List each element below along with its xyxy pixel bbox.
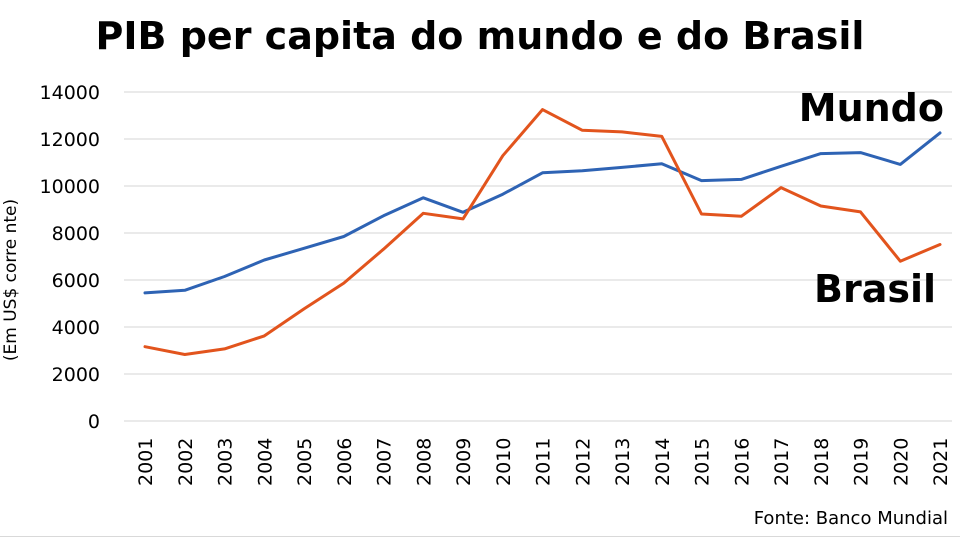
data-point-mundo [740,178,742,180]
series-line-mundo [143,131,942,295]
x-tick-label: 2013 [612,438,634,486]
data-point-mundo [939,132,941,134]
x-tick-label: 2003 [215,438,237,486]
data-point-brasil [422,212,424,214]
data-point-brasil [382,248,384,250]
y-tick-label: 6000 [52,270,100,292]
data-point-brasil [541,108,543,110]
x-tick-label: 2008 [413,438,435,486]
data-point-brasil [581,129,583,131]
bottom-divider [0,536,960,537]
x-tick-label: 2002 [175,438,197,486]
data-point-brasil [502,154,504,156]
data-point-mundo [263,259,265,261]
x-tick-label: 2015 [692,438,714,486]
y-axis-label: (Em US$ corre nte) [1,199,21,361]
x-tick-label: 2006 [334,438,356,486]
series-lines [143,108,942,356]
data-point-brasil [661,135,663,137]
data-point-mundo [343,235,345,237]
data-point-mundo [303,247,305,249]
y-tick-label: 12000 [40,129,100,151]
data-point-brasil [223,348,225,350]
data-point-mundo [382,215,384,217]
x-tick-label: 2009 [453,438,475,486]
x-tick-label: 2001 [135,438,157,486]
data-point-brasil [740,215,742,217]
x-tick-label: 2019 [851,438,873,486]
series-label-brasil: Brasil [814,267,936,311]
data-point-brasil [184,353,186,355]
y-axis-ticks: 0 2000 4000 6000 8000 10000 12000 14000 [40,82,100,433]
series-label-mundo: Mundo [799,86,944,130]
data-point-mundo [780,165,782,167]
x-tick-label: 2018 [811,438,833,486]
y-tick-label: 0 [88,411,100,433]
data-point-brasil [621,131,623,133]
y-tick-label: 8000 [52,223,100,245]
x-tick-label: 2020 [890,438,912,486]
data-point-mundo [502,193,504,195]
data-point-brasil [820,205,822,207]
x-tick-label: 2011 [533,438,555,486]
data-point-brasil [780,186,782,188]
grid-lines [124,91,952,422]
data-point-brasil [939,243,941,245]
source-note: Fonte: Banco Mundial [753,508,948,529]
x-tick-label: 2004 [254,438,276,486]
y-tick-label: 4000 [52,317,100,339]
data-point-mundo [621,166,623,168]
x-tick-label: 2016 [731,438,753,486]
x-tick-label: 2012 [572,438,594,486]
x-tick-label: 2017 [771,438,793,486]
data-point-mundo [581,170,583,172]
y-tick-label: 10000 [40,176,100,198]
data-point-brasil [343,282,345,284]
x-tick-label: 2005 [294,438,316,486]
data-point-brasil [303,308,305,310]
data-point-brasil [899,260,901,262]
data-point-mundo [859,151,861,153]
y-tick-label: 2000 [52,364,100,386]
data-point-brasil [859,211,861,213]
series-line-brasil [143,108,942,356]
data-point-mundo [820,152,822,154]
data-point-mundo [661,162,663,164]
data-point-mundo [422,197,424,199]
series-labels: Mundo Brasil [799,86,944,311]
x-tick-label: 2007 [374,438,396,486]
data-point-mundo [700,179,702,181]
data-point-mundo [462,211,464,213]
data-point-mundo [184,289,186,291]
data-point-brasil [263,335,265,337]
x-tick-label: 2021 [930,438,952,486]
chart-title: PIB per capita do mundo e do Brasil [95,14,865,58]
data-point-brasil [144,346,146,348]
x-tick-label: 2014 [652,438,674,486]
x-tick-label: 2010 [493,438,515,486]
y-tick-label: 14000 [40,82,100,104]
data-point-mundo [541,172,543,174]
data-point-brasil [462,218,464,220]
data-point-mundo [899,163,901,165]
data-point-mundo [144,292,146,294]
data-point-mundo [223,275,225,277]
data-point-brasil [700,213,702,215]
x-axis-ticks: 2001 2002 2003 2004 2005 2006 2007 2008 2009 2010… [135,438,952,486]
